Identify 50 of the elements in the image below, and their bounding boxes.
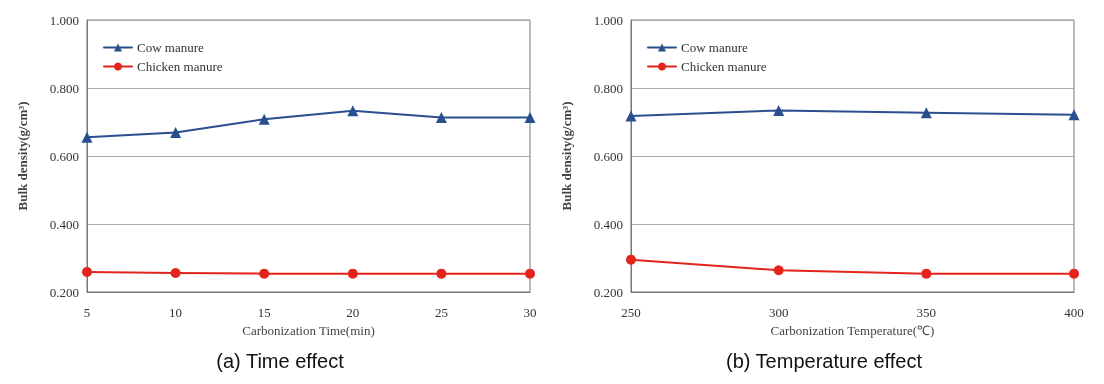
x-tick-label: 10 [169, 305, 183, 320]
y-tick-label: 1.000 [49, 12, 79, 28]
point [773, 104, 785, 116]
point [524, 112, 536, 124]
legend-label: Cow manure [681, 40, 749, 55]
point [170, 127, 182, 139]
x-tick-label: 350 [916, 305, 937, 320]
y-tick-label: 0.600 [49, 148, 79, 164]
point [436, 268, 447, 279]
x-tick-label: 30 [523, 305, 537, 320]
y-tick-label: 0.200 [593, 284, 623, 300]
point [347, 268, 358, 279]
point [525, 268, 535, 279]
x-tick-label: 5 [83, 305, 91, 320]
y-tick-label: 0.800 [49, 80, 79, 96]
legend-label: Chicken manure [137, 59, 223, 74]
point [258, 113, 270, 125]
point [921, 268, 932, 279]
point [82, 266, 92, 277]
text: (a) Time effect [216, 350, 345, 372]
x-tick-label: 15 [257, 305, 271, 320]
x-tick-label: 300 [768, 305, 789, 320]
legend-label: Cow manure [137, 40, 205, 55]
point [1068, 109, 1080, 121]
text: (b) Temperature effect [725, 350, 923, 372]
x-tick-label: 400 [1064, 305, 1084, 320]
x-tick-label: 250 [621, 305, 641, 320]
y-tick-label: 0.600 [593, 148, 623, 164]
point [435, 112, 447, 124]
y-axis-title: Bulk density(g/cm³) [15, 101, 30, 211]
x-tick-label: 25 [434, 305, 448, 320]
point [259, 268, 270, 279]
y-tick-label: 1.000 [593, 12, 623, 28]
x-tick-label: 20 [346, 305, 360, 320]
y-axis-title: Bulk density(g/cm³) [559, 101, 574, 211]
y-tick-label: 0.800 [593, 80, 623, 96]
y-tick-label: 0.200 [49, 284, 79, 300]
point [773, 265, 784, 276]
y-tick-label: 0.400 [49, 216, 79, 232]
legend-label: Chicken manure [681, 59, 767, 74]
point [625, 110, 637, 122]
point [626, 254, 636, 265]
point [170, 267, 181, 278]
x-axis-title: Carbonization Temperature(℃) [770, 322, 935, 338]
x-axis-title: Carbonization Time(min) [242, 322, 375, 338]
point [81, 131, 93, 143]
point [347, 105, 359, 117]
point [920, 107, 932, 119]
point [1069, 268, 1079, 279]
y-tick-label: 0.400 [593, 216, 623, 232]
